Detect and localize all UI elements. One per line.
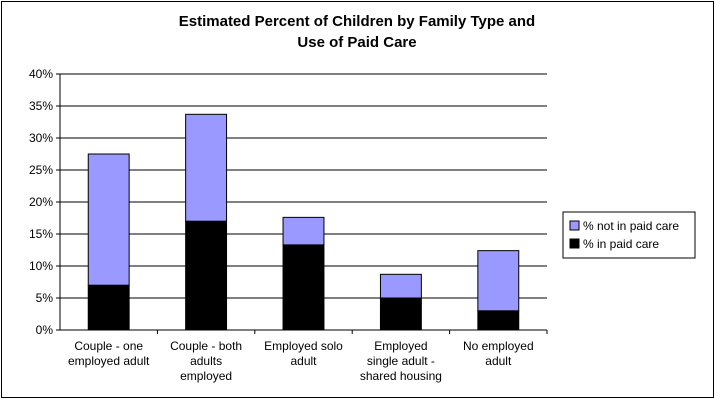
bar-in-paid-care-2 xyxy=(282,244,325,331)
legend-box xyxy=(562,211,696,259)
x-category-label: adult xyxy=(485,354,512,368)
chart-title-line-1: Use of Paid Care xyxy=(297,34,416,51)
bar-not-in-paid-care-4 xyxy=(477,250,520,312)
x-category-label: employed adult xyxy=(68,354,150,368)
bar-in-paid-care-3 xyxy=(379,297,422,331)
bar-not-in-paid-care-0 xyxy=(87,153,130,286)
bar-not-in-paid-care-3 xyxy=(379,273,422,299)
y-tick-label: 35% xyxy=(29,99,53,113)
x-category-label: Couple - both xyxy=(170,339,242,353)
y-tick-label: 25% xyxy=(29,163,53,177)
y-tick-label: 0% xyxy=(36,323,54,337)
bar-not-in-paid-care-1 xyxy=(185,113,228,222)
legend-swatch-0 xyxy=(569,220,580,231)
x-category-label: Employed solo xyxy=(264,339,343,353)
legend-label-1: % in paid care xyxy=(583,237,659,251)
legend-label-0: % not in paid care xyxy=(583,219,679,233)
bar-not-in-paid-care-2 xyxy=(282,216,325,246)
x-category-label: adult xyxy=(290,354,317,368)
x-category-label: Couple - one xyxy=(74,339,143,353)
legend-swatch-1 xyxy=(569,238,580,249)
y-tick-label: 5% xyxy=(36,291,54,305)
x-category-label: single adult - xyxy=(367,354,435,368)
y-tick-label: 20% xyxy=(29,195,53,209)
bar-in-paid-care-1 xyxy=(185,220,228,331)
x-category-label: Employed xyxy=(374,339,427,353)
x-category-label: shared housing xyxy=(360,369,442,383)
y-tick-label: 10% xyxy=(29,259,53,273)
chart-title-line-0: Estimated Percent of Children by Family … xyxy=(179,13,535,30)
x-category-label: No employed xyxy=(463,339,534,353)
x-category-label: adults xyxy=(190,354,222,368)
bar-in-paid-care-0 xyxy=(87,284,130,331)
y-tick-label: 30% xyxy=(29,131,53,145)
y-tick-label: 40% xyxy=(29,67,53,81)
bar-in-paid-care-4 xyxy=(477,310,520,331)
y-tick-label: 15% xyxy=(29,227,53,241)
x-category-label: employed xyxy=(180,369,232,383)
